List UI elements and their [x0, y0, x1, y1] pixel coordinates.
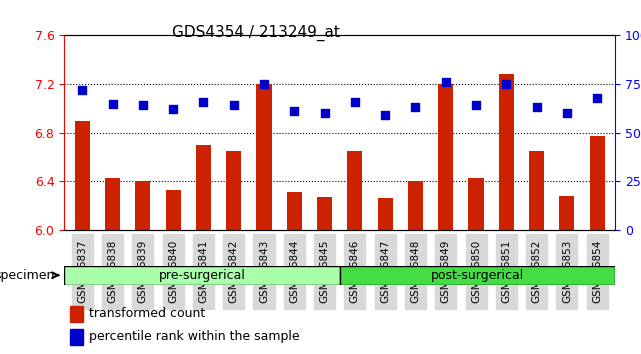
Point — [259, 81, 269, 87]
Bar — [196, 145, 211, 230]
Bar — [70, 306, 83, 321]
Point — [380, 112, 390, 118]
Bar — [347, 151, 362, 230]
Point — [440, 79, 451, 85]
Point — [319, 110, 329, 116]
Text: pre-surgerical: pre-surgerical — [158, 269, 246, 282]
Point — [289, 108, 299, 114]
Text: percentile rank within the sample: percentile rank within the sample — [89, 330, 299, 343]
Bar — [590, 136, 604, 230]
Bar — [135, 181, 151, 230]
Bar — [256, 84, 272, 230]
Bar — [70, 329, 83, 345]
FancyBboxPatch shape — [64, 266, 340, 285]
Point — [168, 107, 178, 112]
Text: specimen: specimen — [0, 269, 54, 282]
Text: GDS4354 / 213249_at: GDS4354 / 213249_at — [172, 25, 340, 41]
FancyBboxPatch shape — [340, 266, 615, 285]
Point — [410, 104, 420, 110]
Point — [592, 95, 603, 101]
Point — [562, 110, 572, 116]
Point — [198, 99, 208, 104]
Text: post-surgerical: post-surgerical — [431, 269, 524, 282]
Bar — [105, 178, 120, 230]
Text: transformed count: transformed count — [89, 307, 205, 320]
Bar — [165, 190, 181, 230]
Bar — [560, 196, 574, 230]
Bar — [529, 151, 544, 230]
Bar — [75, 121, 90, 230]
Bar — [499, 74, 514, 230]
Bar — [226, 151, 241, 230]
Bar — [378, 199, 393, 230]
Point — [531, 104, 542, 110]
Bar — [438, 84, 453, 230]
Point — [471, 103, 481, 108]
Point — [229, 103, 239, 108]
Bar — [469, 178, 483, 230]
Bar — [408, 181, 423, 230]
Bar — [287, 192, 302, 230]
Point — [77, 87, 87, 93]
Bar — [317, 197, 332, 230]
Point — [501, 81, 512, 87]
Point — [138, 103, 148, 108]
Point — [350, 99, 360, 104]
Point — [108, 101, 118, 106]
